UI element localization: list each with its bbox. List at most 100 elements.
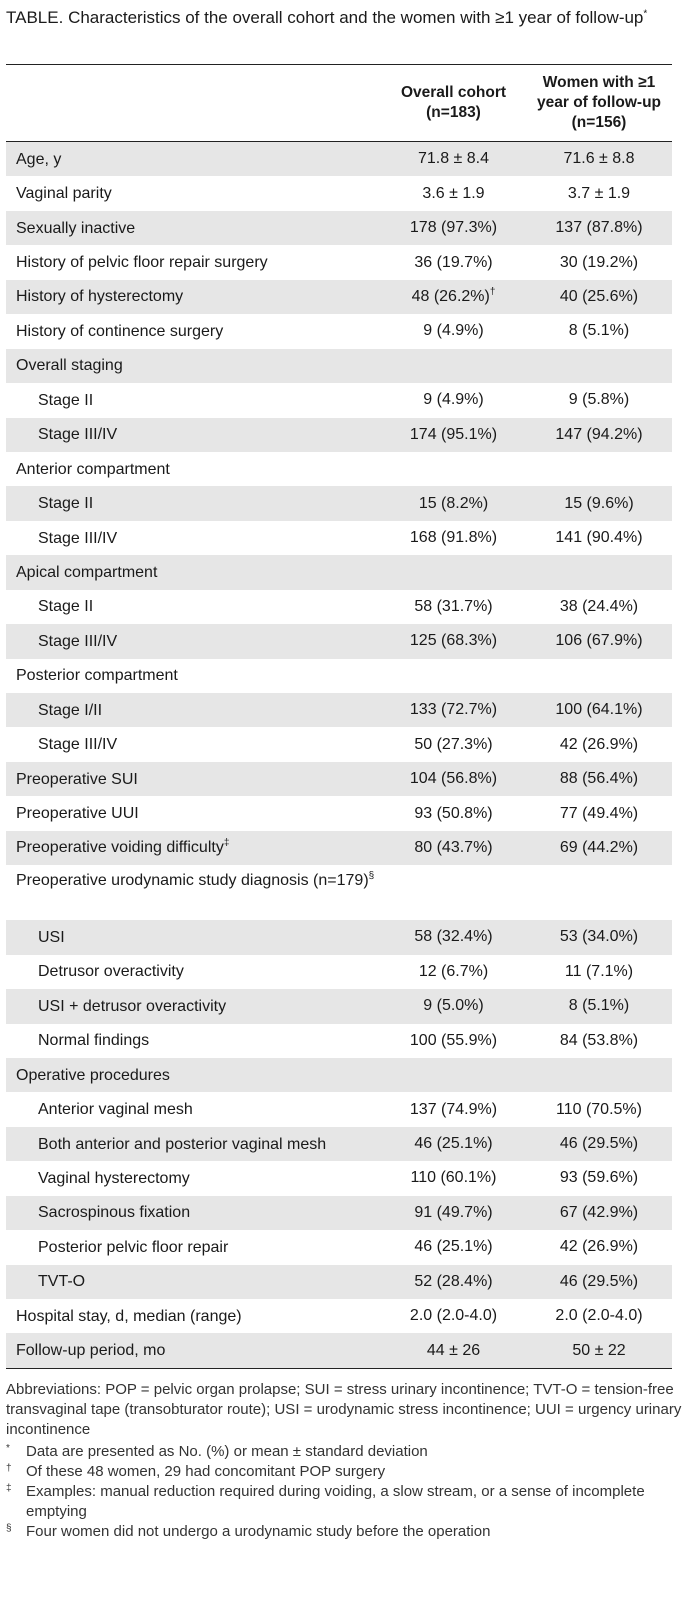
- footnote-text: Four women did not undergo a urodynamic …: [26, 1523, 491, 1540]
- cell-value: 9 (5.8%): [568, 391, 630, 409]
- row-label: Stage III/IV: [6, 735, 381, 754]
- overall-cohort-value: 93 (50.8%): [381, 805, 526, 823]
- table-row: TVT-O 52 (28.4%) 46 (29.5%): [6, 1264, 672, 1299]
- footnote-mark: *: [6, 1443, 10, 1454]
- row-label: Anterior compartment: [6, 460, 381, 479]
- overall-cohort-value: 15 (8.2%): [381, 495, 526, 513]
- row-label-text: Anterior vaginal mesh: [38, 1101, 193, 1119]
- row-label-text: Follow-up period, mo: [16, 1342, 166, 1360]
- followup-women-value: 110 (70.5%): [526, 1101, 672, 1119]
- cell-value: 84 (53.8%): [559, 1031, 639, 1049]
- cell-value: 110 (70.5%): [556, 1100, 642, 1118]
- cell-value: 40 (25.6%): [559, 287, 639, 305]
- cell-value: 46 (29.5%): [559, 1272, 639, 1290]
- cell-value: 9 (5.0%): [423, 997, 484, 1015]
- cell-value: 91 (49.7%): [414, 1203, 493, 1221]
- row-label-text: Stage III/IV: [38, 736, 118, 754]
- row-label: Apical compartment: [6, 563, 381, 582]
- row-label-text: Normal findings: [38, 1032, 150, 1050]
- row-label-text: Posterior pelvic floor repair: [38, 1238, 229, 1256]
- cell-value: 52 (28.4%): [414, 1272, 493, 1290]
- footnote: ‡ Examples: manual reduction required dur…: [6, 1482, 686, 1522]
- followup-women-value: 46 (29.5%): [526, 1273, 672, 1291]
- table-header: Overall cohort (n=183) Women with ≥1 yea…: [6, 65, 672, 142]
- table-row: Posterior pelvic floor repair 46 (25.1%) 4…: [6, 1230, 672, 1264]
- followup-women-value: 38 (24.4%): [526, 598, 672, 616]
- followup-women-value: 3.7 ± 1.9: [526, 185, 672, 203]
- table-row: Detrusor overactivity 12 (6.7%) 11 (7.1%): [6, 955, 672, 989]
- header-blank: [6, 65, 381, 141]
- row-label: Anterior vaginal mesh: [6, 1100, 381, 1119]
- row-label: Operative procedures: [6, 1066, 381, 1085]
- table-notes: Abbreviations: POP = pelvic organ prolap…: [6, 1380, 686, 1542]
- header-followup-women: Women with ≥1 year of follow-up (n=156): [537, 74, 661, 131]
- cell-value: 58 (31.7%): [414, 597, 493, 615]
- row-label: Detrusor overactivity: [6, 962, 381, 981]
- row-label: Posterior pelvic floor repair: [6, 1238, 381, 1257]
- cell-value: 11 (7.1%): [564, 962, 634, 980]
- row-label-text: Detrusor overactivity: [38, 963, 184, 981]
- caption-mark: *: [643, 8, 648, 20]
- row-label: Stage II: [6, 597, 381, 616]
- followup-women-value: 71.6 ± 8.8: [526, 150, 672, 168]
- overall-cohort-value: 36 (19.7%): [381, 254, 526, 272]
- table-row: Vaginal parity 3.6 ± 1.9 3.7 ± 1.9: [6, 176, 672, 210]
- table-row: USI 58 (32.4%) 53 (34.0%): [6, 920, 672, 955]
- cell-value: 71.8 ± 8.4: [417, 150, 490, 168]
- row-label: USI: [6, 928, 381, 947]
- overall-cohort-value: 12 (6.7%): [381, 963, 526, 981]
- cell-value: 125 (68.3%): [409, 632, 498, 650]
- cell-value: 137 (87.8%): [555, 219, 643, 237]
- footnote: † Of these 48 women, 29 had concomitant P…: [6, 1462, 686, 1482]
- cell-value: 15 (9.6%): [564, 494, 634, 512]
- row-label-text: Stage II: [38, 391, 94, 409]
- followup-women-value: 77 (49.4%): [526, 805, 672, 823]
- row-label: History of continence surgery: [6, 322, 381, 341]
- abbreviations: Abbreviations: POP = pelvic organ prolap…: [6, 1381, 682, 1438]
- row-label: Stage III/IV: [6, 529, 381, 548]
- table-row: Stage III/IV 125 (68.3%) 106 (67.9%): [6, 624, 672, 659]
- table-row: Hospital stay, d, median (range) 2.0 (2.0…: [6, 1299, 672, 1333]
- overall-cohort-value: 178 (97.3%): [381, 219, 526, 237]
- cell-value: 3.6 ± 1.9: [422, 184, 485, 202]
- cell-value: 8 (5.1%): [568, 997, 630, 1015]
- row-label-text: Age, y: [16, 150, 62, 168]
- table-row: Vaginal hysterectomy 110 (60.1%) 93 (59.6%…: [6, 1161, 672, 1195]
- cell-value: 71.6 ± 8.8: [563, 150, 635, 168]
- row-label: Posterior compartment: [6, 666, 381, 685]
- cell-value: 53 (34.0%): [559, 928, 639, 946]
- characteristics-table: Overall cohort (n=183) Women with ≥1 yea…: [6, 64, 672, 1369]
- row-label-text: TVT-O: [38, 1273, 86, 1291]
- row-label: Hospital stay, d, median (range): [6, 1307, 381, 1326]
- caption-label: TABLE.: [6, 8, 64, 27]
- row-label-text: Preoperative UUI: [16, 805, 139, 823]
- row-label-text: Overall staging: [16, 357, 123, 375]
- row-label-text: Posterior compartment: [16, 667, 178, 685]
- cell-value: 174 (95.1%): [409, 425, 498, 443]
- row-label-text: Hospital stay, d, median (range): [16, 1307, 242, 1325]
- table-row: Preoperative urodynamic study diagnosis …: [6, 865, 672, 920]
- table-row: Stage II 15 (8.2%) 15 (9.6%): [6, 486, 672, 521]
- overall-cohort-value: 50 (27.3%): [381, 736, 526, 754]
- followup-women-value: 30 (19.2%): [526, 254, 672, 272]
- followup-women-value: 40 (25.6%): [526, 288, 672, 306]
- footnote-text: Data are presented as No. (%) or mean ± …: [26, 1443, 428, 1460]
- followup-women-value: 88 (56.4%): [526, 770, 672, 788]
- cell-value: 3.7 ± 1.9: [567, 184, 631, 202]
- row-label-text: Stage III/IV: [38, 529, 118, 547]
- cell-value: 38 (24.4%): [559, 597, 639, 615]
- overall-cohort-value: 3.6 ± 1.9: [381, 185, 526, 203]
- row-label-text: Sacrospinous fixation: [38, 1204, 191, 1222]
- footnote-text: Of these 48 women, 29 had concomitant PO…: [26, 1463, 386, 1480]
- row-label: History of pelvic floor repair surgery: [6, 253, 381, 272]
- overall-cohort-value: 9 (4.9%): [381, 391, 526, 409]
- row-label: Both anterior and posterior vaginal mesh: [6, 1135, 381, 1154]
- cell-value: 12 (6.7%): [418, 962, 489, 980]
- row-label-text: Operative procedures: [16, 1066, 170, 1084]
- table-body: Age, y 71.8 ± 8.4 71.6 ± 8.8 Vaginal parity…: [6, 142, 672, 1369]
- row-label: Sacrospinous fixation: [6, 1203, 381, 1222]
- followup-women-value: 15 (9.6%): [526, 495, 672, 513]
- overall-cohort-value: 44 ± 26: [381, 1342, 526, 1360]
- cell-value: 88 (56.4%): [559, 770, 639, 788]
- cell-value: 30 (19.2%): [559, 253, 639, 271]
